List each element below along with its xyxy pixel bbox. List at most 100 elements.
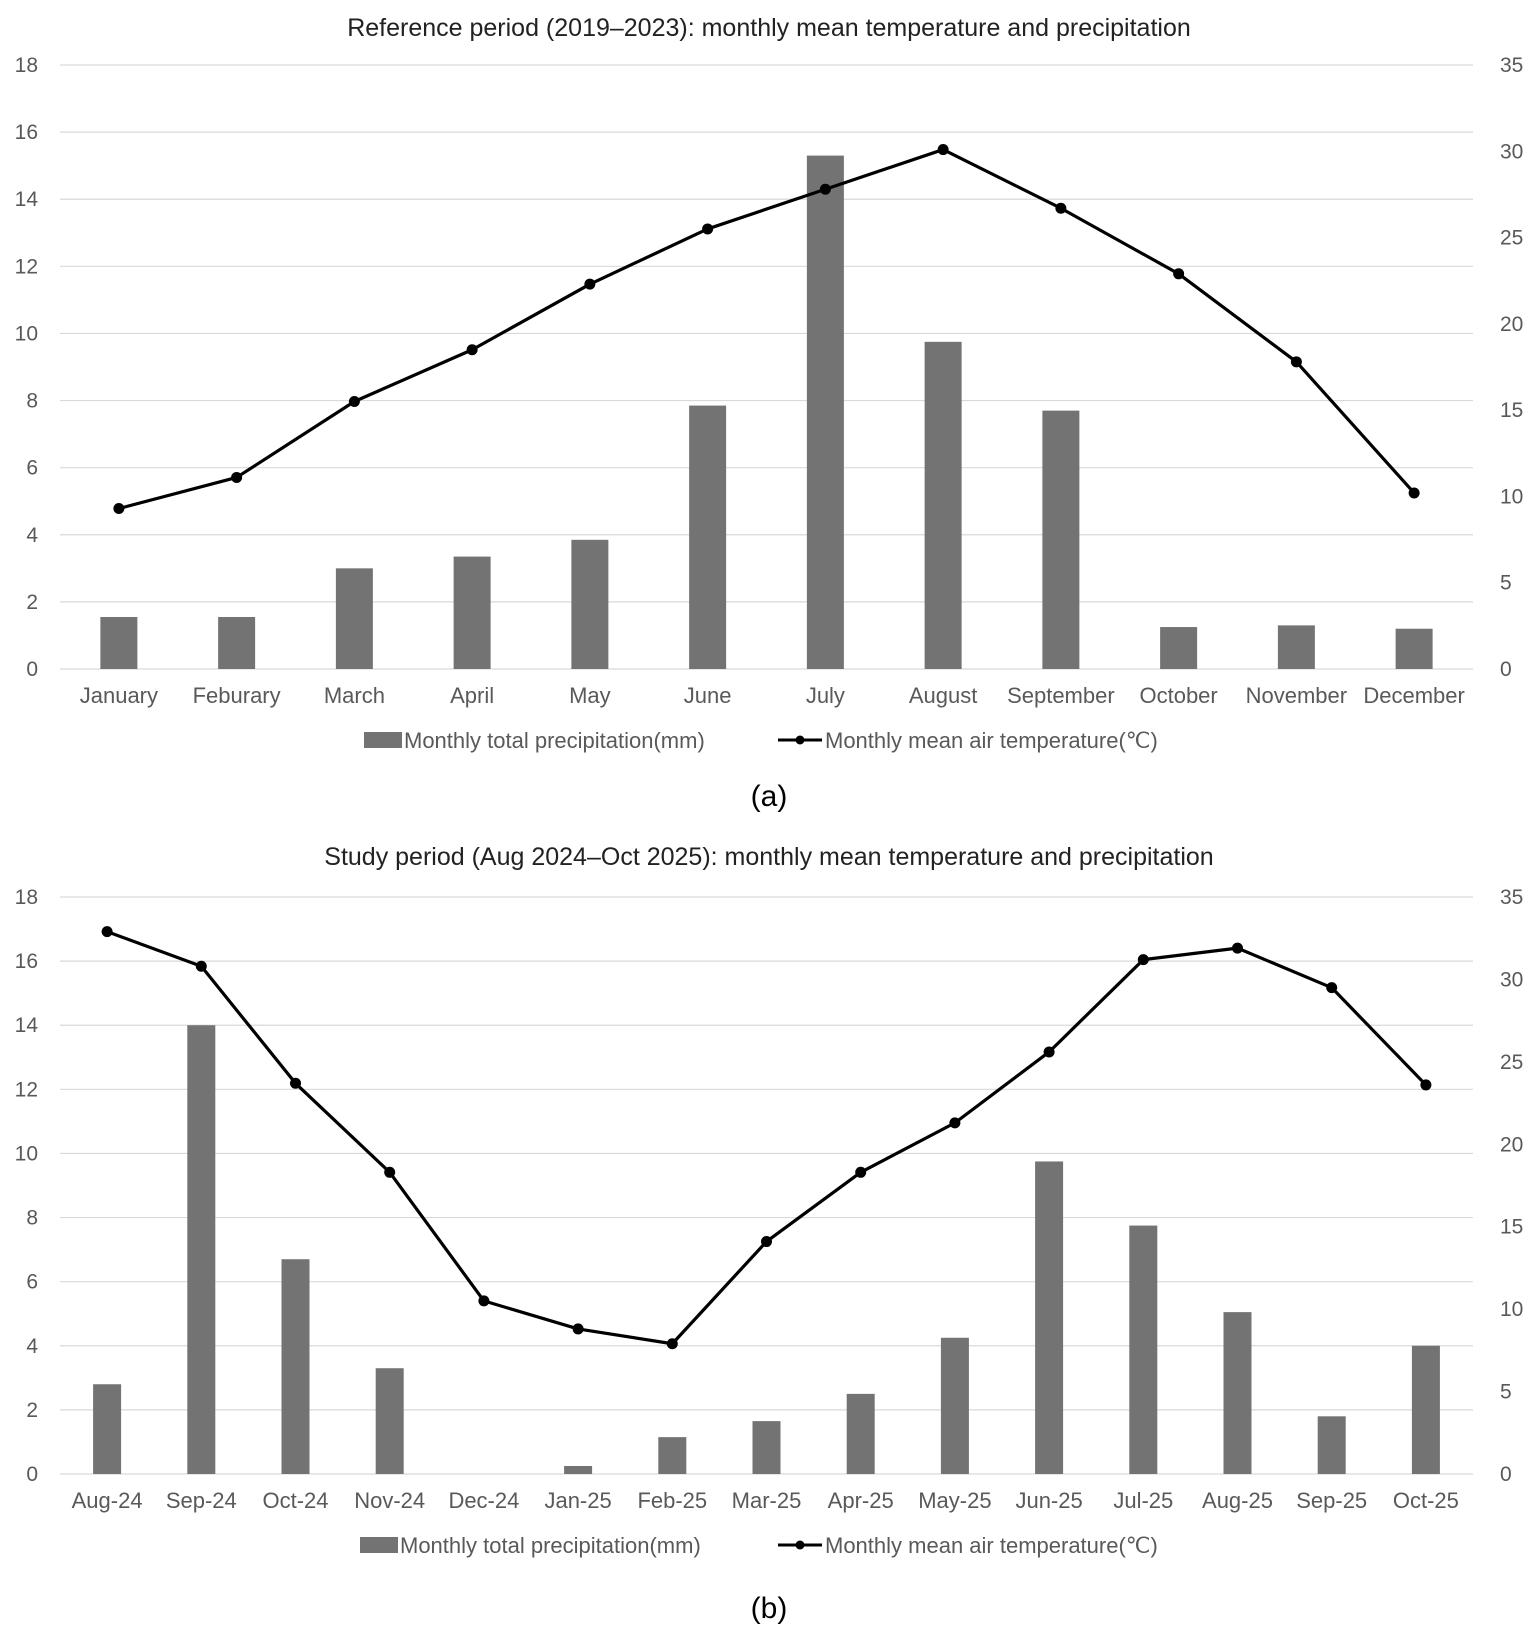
right-axis-tick-label: 10 [1500,485,1523,508]
temperature-point [1055,202,1067,214]
left-axis-tick-label: 10 [15,322,38,345]
precipitation-bar [1160,627,1198,669]
legend-precipitation-label: Monthly total precipitation(mm) [404,728,705,753]
temperature-point [1326,982,1338,994]
precipitation-bar [453,556,491,669]
category-tick-label: April [450,683,494,708]
right-axis-tick-label: 30 [1500,140,1523,163]
category-tick-label: September [1007,683,1115,708]
category-tick-label: Jun-25 [1015,1488,1082,1513]
temperature-line [101,926,1432,1350]
temperature-point [1232,942,1243,954]
category-tick-label: Dec-24 [448,1488,519,1513]
precipitation-bar [335,568,373,669]
category-tick-label: Oct-25 [1393,1488,1459,1513]
legend-line-marker [795,735,805,745]
precipitation-bar [1035,1161,1064,1474]
category-tick-label: March [324,683,385,708]
precipitation-bars [93,1025,1440,1474]
right-axis-tick-label: 25 [1500,227,1523,250]
precipitation-bar [1317,1416,1346,1474]
left-axis-tick-label: 6 [26,1271,38,1294]
category-tick-label: Apr-25 [828,1488,894,1513]
gridlines [60,896,1473,1475]
left-axis-tick-label: 4 [26,524,38,547]
left-axis-tick-label: 18 [15,886,38,909]
category-tick-label: May [569,683,611,708]
legend-precipitation-label: Monthly total precipitation(mm) [400,1533,701,1558]
precipitation-bar [187,1025,216,1474]
right-axis-tick-label: 35 [1500,54,1523,77]
right-axis-tick-label: 35 [1500,886,1523,909]
right-axis-ticks: 0 5 10 15 20 25 30 35 [1500,886,1523,1486]
temperature-line-path [118,147,1416,511]
temperature-point [584,278,596,290]
temperature-point [348,396,360,408]
category-tick-label: January [80,683,158,708]
chart-title: Reference period (2019–2023): monthly me… [347,14,1191,42]
right-axis-tick-label: 5 [1500,1381,1512,1404]
category-tick-label: Sep-24 [166,1488,237,1513]
gridlines [60,64,1473,670]
category-tick-label: October [1139,683,1217,708]
category-tick-label: Mar-25 [732,1488,802,1513]
temperature-point [949,1117,961,1129]
temperature-line [113,144,1420,515]
precipitation-bars [100,155,1433,670]
category-tick-label: Aug-25 [1202,1488,1273,1513]
precipitation-bar [1129,1225,1158,1474]
temperature-point [819,183,831,195]
category-tick-label: November [1246,683,1347,708]
temperature-point [195,960,207,972]
category-tick-label: July [806,683,845,708]
precipitation-bar [571,539,609,669]
precipitation-bar [806,155,844,670]
category-tick-label: Aug-24 [72,1488,143,1513]
right-axis-tick-label: 0 [1500,658,1512,681]
left-axis-tick-label: 0 [26,1463,38,1486]
temperature-point [290,1077,301,1089]
legend-bar-swatch [360,1537,398,1553]
temperature-point [1290,356,1302,368]
precipitation-bar [93,1384,122,1474]
chart-title: Study period (Aug 2024–Oct 2025): monthl… [324,843,1213,871]
temperature-point [1043,1046,1055,1058]
left-axis-tick-label: 12 [15,1078,38,1101]
precipitation-bar [689,405,727,669]
left-axis-tick-label: 18 [15,54,38,77]
category-tick-label: December [1363,683,1464,708]
legend-temperature-label: Monthly mean air temperature(℃) [825,728,1158,753]
precipitation-bar [940,1337,969,1474]
precipitation-bar [100,616,138,669]
legend-bar-swatch [364,732,402,748]
left-axis-tick-label: 10 [15,1142,38,1165]
precipitation-bar [1042,410,1080,669]
temperature-point [761,1236,772,1248]
left-axis-tick-label: 0 [26,658,38,681]
precipitation-bar [846,1393,875,1474]
left-axis-tick-label: 14 [15,1014,39,1037]
precipitation-bar [564,1465,593,1474]
left-axis-ticks: 0 2 4 6 8 10 12 14 16 18 [15,54,39,681]
right-axis-tick-label: 15 [1500,1216,1523,1239]
temperature-point [572,1323,584,1335]
precipitation-bar [924,341,962,669]
category-tick-label: Sep-25 [1296,1488,1367,1513]
panel-caption: (b) [751,1592,788,1625]
left-axis-ticks: 0 2 4 6 8 10 12 14 16 18 [15,886,39,1486]
right-axis-tick-label: 20 [1500,313,1523,336]
temperature-point [1137,954,1149,966]
legend: Monthly total precipitation(mm) Monthly … [364,728,1158,753]
legend: Monthly total precipitation(mm) Monthly … [360,1533,1158,1558]
legend-line-marker [795,1540,805,1550]
temperature-point [937,144,949,156]
precipitation-bar [1395,628,1433,669]
precipitation-bar [281,1259,310,1474]
category-tick-label: Nov-24 [354,1488,425,1513]
category-tick-label: May-25 [918,1488,991,1513]
temperature-point [466,344,478,356]
precipitation-bar [1223,1312,1252,1474]
right-axis-tick-label: 25 [1500,1051,1523,1074]
category-axis-ticks: Aug-24 Sep-24 Oct-24 Nov-24 Dec-24 Jan-25 Feb-… [72,1488,1459,1513]
chart-panel-study-period: Study period (Aug 2024–Oct 2025): monthl… [15,843,1524,1625]
